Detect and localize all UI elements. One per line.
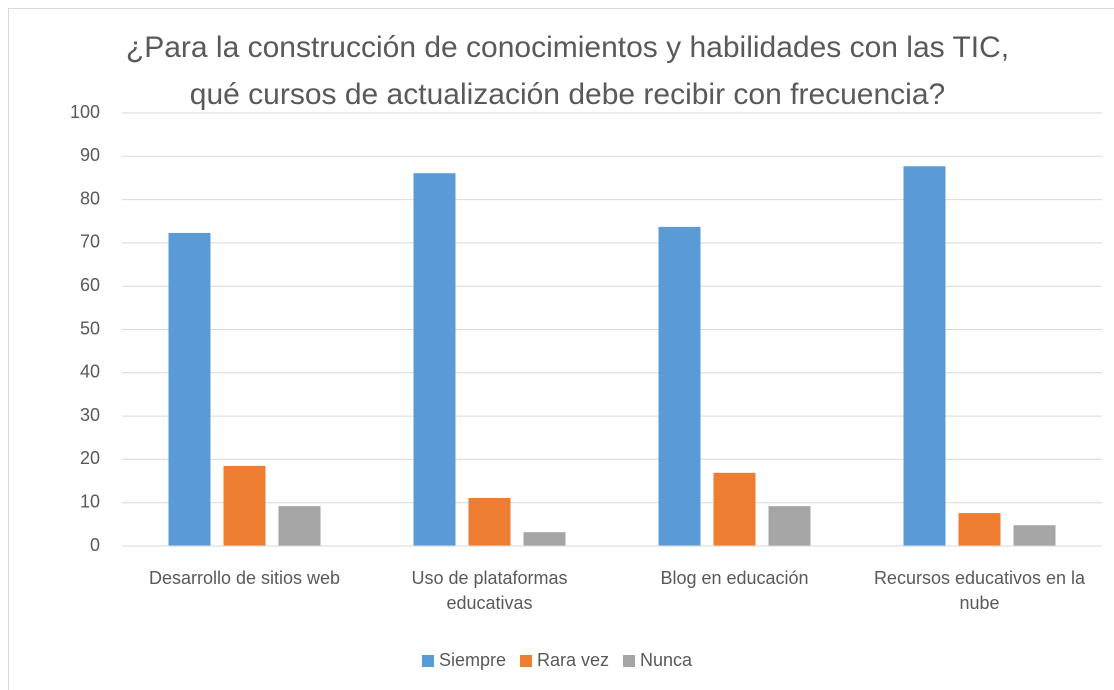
y-tick-label: 70: [80, 232, 100, 252]
legend-swatch: [519, 654, 532, 667]
chart-border: [8, 8, 1114, 690]
bar: [658, 226, 701, 546]
bar: [468, 497, 511, 546]
legend: Siempre Rara vez Nunca: [0, 650, 1114, 671]
bar: [278, 506, 321, 546]
bar: [713, 472, 756, 546]
y-tick-label: 80: [80, 188, 100, 208]
y-tick-label: 30: [80, 405, 100, 425]
legend-label: Rara vez: [536, 650, 610, 670]
bar: [903, 166, 946, 546]
y-tick-label: 40: [80, 362, 100, 382]
bar: [1013, 525, 1056, 546]
y-tick-label: 20: [80, 448, 100, 468]
legend-swatch: [421, 654, 434, 667]
bar: [523, 532, 566, 546]
y-tick-label: 0: [90, 535, 100, 555]
chart-title: ¿Para la construcción de conocimientos y…: [125, 31, 1010, 111]
y-tick-label: 60: [80, 275, 100, 295]
y-tick-label: 50: [80, 318, 100, 338]
legend-label: Siempre: [438, 650, 506, 670]
legend-item: Nunca: [623, 650, 692, 671]
legend-swatch: [623, 654, 636, 667]
x-tick-label: Desarrollo de sitios web: [148, 568, 341, 588]
legend-label: Nunca: [640, 650, 693, 670]
legend-item: Rara vez: [519, 650, 610, 671]
y-tick-label: 10: [80, 491, 100, 511]
bar: [958, 513, 1001, 546]
bar: [223, 465, 266, 546]
bar: [413, 173, 456, 546]
legend-item: Siempre: [421, 650, 506, 671]
bar: [168, 232, 211, 547]
y-tick-label: 90: [80, 145, 100, 165]
y-tick-label: 100: [70, 102, 100, 122]
x-tick-label: Recursos educativos en la nube: [873, 568, 1086, 613]
x-tick-label: Uso de plataformas educativas: [411, 568, 568, 613]
bar: [768, 506, 811, 546]
x-tick-label: Blog en educación: [660, 568, 809, 588]
